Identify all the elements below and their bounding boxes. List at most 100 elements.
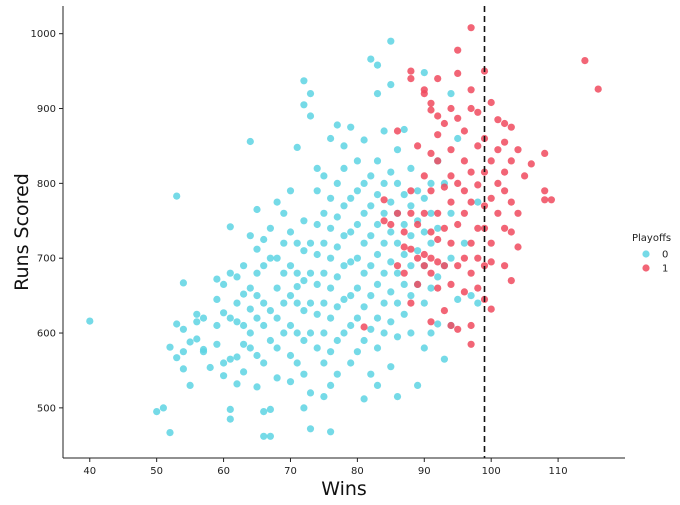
data-point-playoffs-1 <box>494 179 502 187</box>
data-point-playoffs-0 <box>313 310 321 318</box>
data-point-playoffs-0 <box>427 209 435 217</box>
data-point-playoffs-0 <box>173 192 181 200</box>
data-point-playoffs-1 <box>467 24 475 32</box>
y-tick-label: 600 <box>37 329 56 340</box>
data-point-playoffs-0 <box>387 168 395 176</box>
data-point-playoffs-1 <box>454 220 462 229</box>
data-point-playoffs-1 <box>541 196 549 204</box>
data-point-playoffs-0 <box>300 404 308 412</box>
data-point-playoffs-0 <box>266 336 274 345</box>
data-point-playoffs-0 <box>306 112 315 120</box>
data-point-playoffs-1 <box>514 209 522 217</box>
data-point-playoffs-0 <box>353 254 361 262</box>
data-point-playoffs-0 <box>199 348 208 356</box>
data-point-playoffs-0 <box>387 198 395 206</box>
data-point-playoffs-0 <box>313 250 321 259</box>
data-point-playoffs-0 <box>380 299 388 307</box>
data-point-playoffs-0 <box>246 344 254 352</box>
data-point-playoffs-0 <box>260 408 268 416</box>
data-point-playoffs-0 <box>226 223 234 231</box>
data-point-playoffs-0 <box>353 220 361 229</box>
data-point-playoffs-1 <box>434 209 442 217</box>
data-point-playoffs-1 <box>460 288 468 296</box>
data-point-playoffs-0 <box>233 353 241 361</box>
data-point-playoffs-0 <box>179 279 187 287</box>
data-point-playoffs-0 <box>393 179 402 187</box>
data-point-playoffs-1 <box>507 123 515 131</box>
x-tick-label: 50 <box>150 466 163 477</box>
data-point-playoffs-0 <box>327 254 335 262</box>
data-point-playoffs-0 <box>373 191 382 199</box>
data-point-playoffs-0 <box>393 269 402 277</box>
data-point-playoffs-0 <box>400 191 408 199</box>
data-point-playoffs-0 <box>220 359 228 367</box>
data-point-playoffs-0 <box>340 295 348 303</box>
data-point-playoffs-0 <box>233 273 241 281</box>
data-point-playoffs-0 <box>387 81 395 89</box>
data-point-playoffs-0 <box>313 164 321 172</box>
data-point-playoffs-0 <box>306 299 315 307</box>
data-point-playoffs-0 <box>327 284 335 292</box>
data-point-playoffs-1 <box>434 258 442 266</box>
y-axis-title: Runs Scored <box>11 173 33 291</box>
data-point-playoffs-1 <box>474 284 482 292</box>
data-point-playoffs-0 <box>353 187 361 195</box>
data-point-playoffs-0 <box>360 336 368 345</box>
data-point-playoffs-1 <box>380 217 388 225</box>
data-point-playoffs-0 <box>333 213 341 221</box>
data-point-playoffs-0 <box>380 239 388 247</box>
data-point-playoffs-0 <box>420 194 428 202</box>
data-point-playoffs-0 <box>293 329 301 337</box>
data-point-playoffs-1 <box>467 321 475 330</box>
data-point-playoffs-0 <box>159 404 167 412</box>
data-point-playoffs-0 <box>373 381 382 389</box>
data-point-playoffs-0 <box>300 336 308 345</box>
data-point-playoffs-0 <box>380 127 388 135</box>
data-point-playoffs-0 <box>327 381 335 389</box>
data-point-playoffs-0 <box>393 393 402 401</box>
data-point-playoffs-0 <box>474 299 482 307</box>
data-point-playoffs-1 <box>434 157 442 165</box>
data-point-playoffs-0 <box>220 309 228 317</box>
data-point-playoffs-1 <box>420 262 428 270</box>
data-point-playoffs-1 <box>420 172 428 180</box>
data-point-playoffs-0 <box>373 250 382 259</box>
data-point-playoffs-0 <box>340 164 348 172</box>
data-point-playoffs-0 <box>373 90 382 98</box>
data-point-playoffs-0 <box>253 205 261 214</box>
data-point-playoffs-0 <box>273 284 281 292</box>
data-point-playoffs-0 <box>286 292 295 300</box>
data-point-playoffs-1 <box>360 323 368 331</box>
data-point-playoffs-0 <box>306 425 315 433</box>
data-point-playoffs-0 <box>360 136 368 144</box>
data-point-playoffs-1 <box>440 224 448 232</box>
data-point-playoffs-1 <box>494 146 502 154</box>
data-point-playoffs-1 <box>460 254 468 262</box>
data-point-playoffs-0 <box>320 393 328 401</box>
data-point-playoffs-0 <box>447 209 455 217</box>
data-point-playoffs-1 <box>547 196 556 204</box>
data-point-playoffs-1 <box>501 262 509 270</box>
data-point-playoffs-0 <box>300 101 308 109</box>
data-point-playoffs-1 <box>400 269 408 277</box>
data-point-playoffs-0 <box>280 329 288 337</box>
data-point-playoffs-0 <box>240 368 248 376</box>
data-point-playoffs-0 <box>193 318 201 326</box>
data-point-playoffs-1 <box>494 209 502 217</box>
data-point-playoffs-0 <box>380 179 388 187</box>
data-point-playoffs-0 <box>400 125 408 134</box>
data-point-playoffs-0 <box>427 179 435 187</box>
data-point-playoffs-0 <box>179 365 187 373</box>
data-point-playoffs-1 <box>447 172 455 180</box>
data-point-playoffs-1 <box>514 146 522 154</box>
y-tick-label: 800 <box>37 179 56 190</box>
data-point-playoffs-0 <box>306 329 315 337</box>
data-point-playoffs-0 <box>400 250 408 259</box>
data-point-playoffs-1 <box>420 250 428 259</box>
data-point-playoffs-0 <box>333 303 341 311</box>
data-point-playoffs-0 <box>286 187 295 195</box>
data-point-playoffs-0 <box>320 172 328 180</box>
data-point-playoffs-1 <box>514 243 522 251</box>
data-point-playoffs-0 <box>260 321 268 330</box>
data-point-playoffs-0 <box>434 320 442 328</box>
